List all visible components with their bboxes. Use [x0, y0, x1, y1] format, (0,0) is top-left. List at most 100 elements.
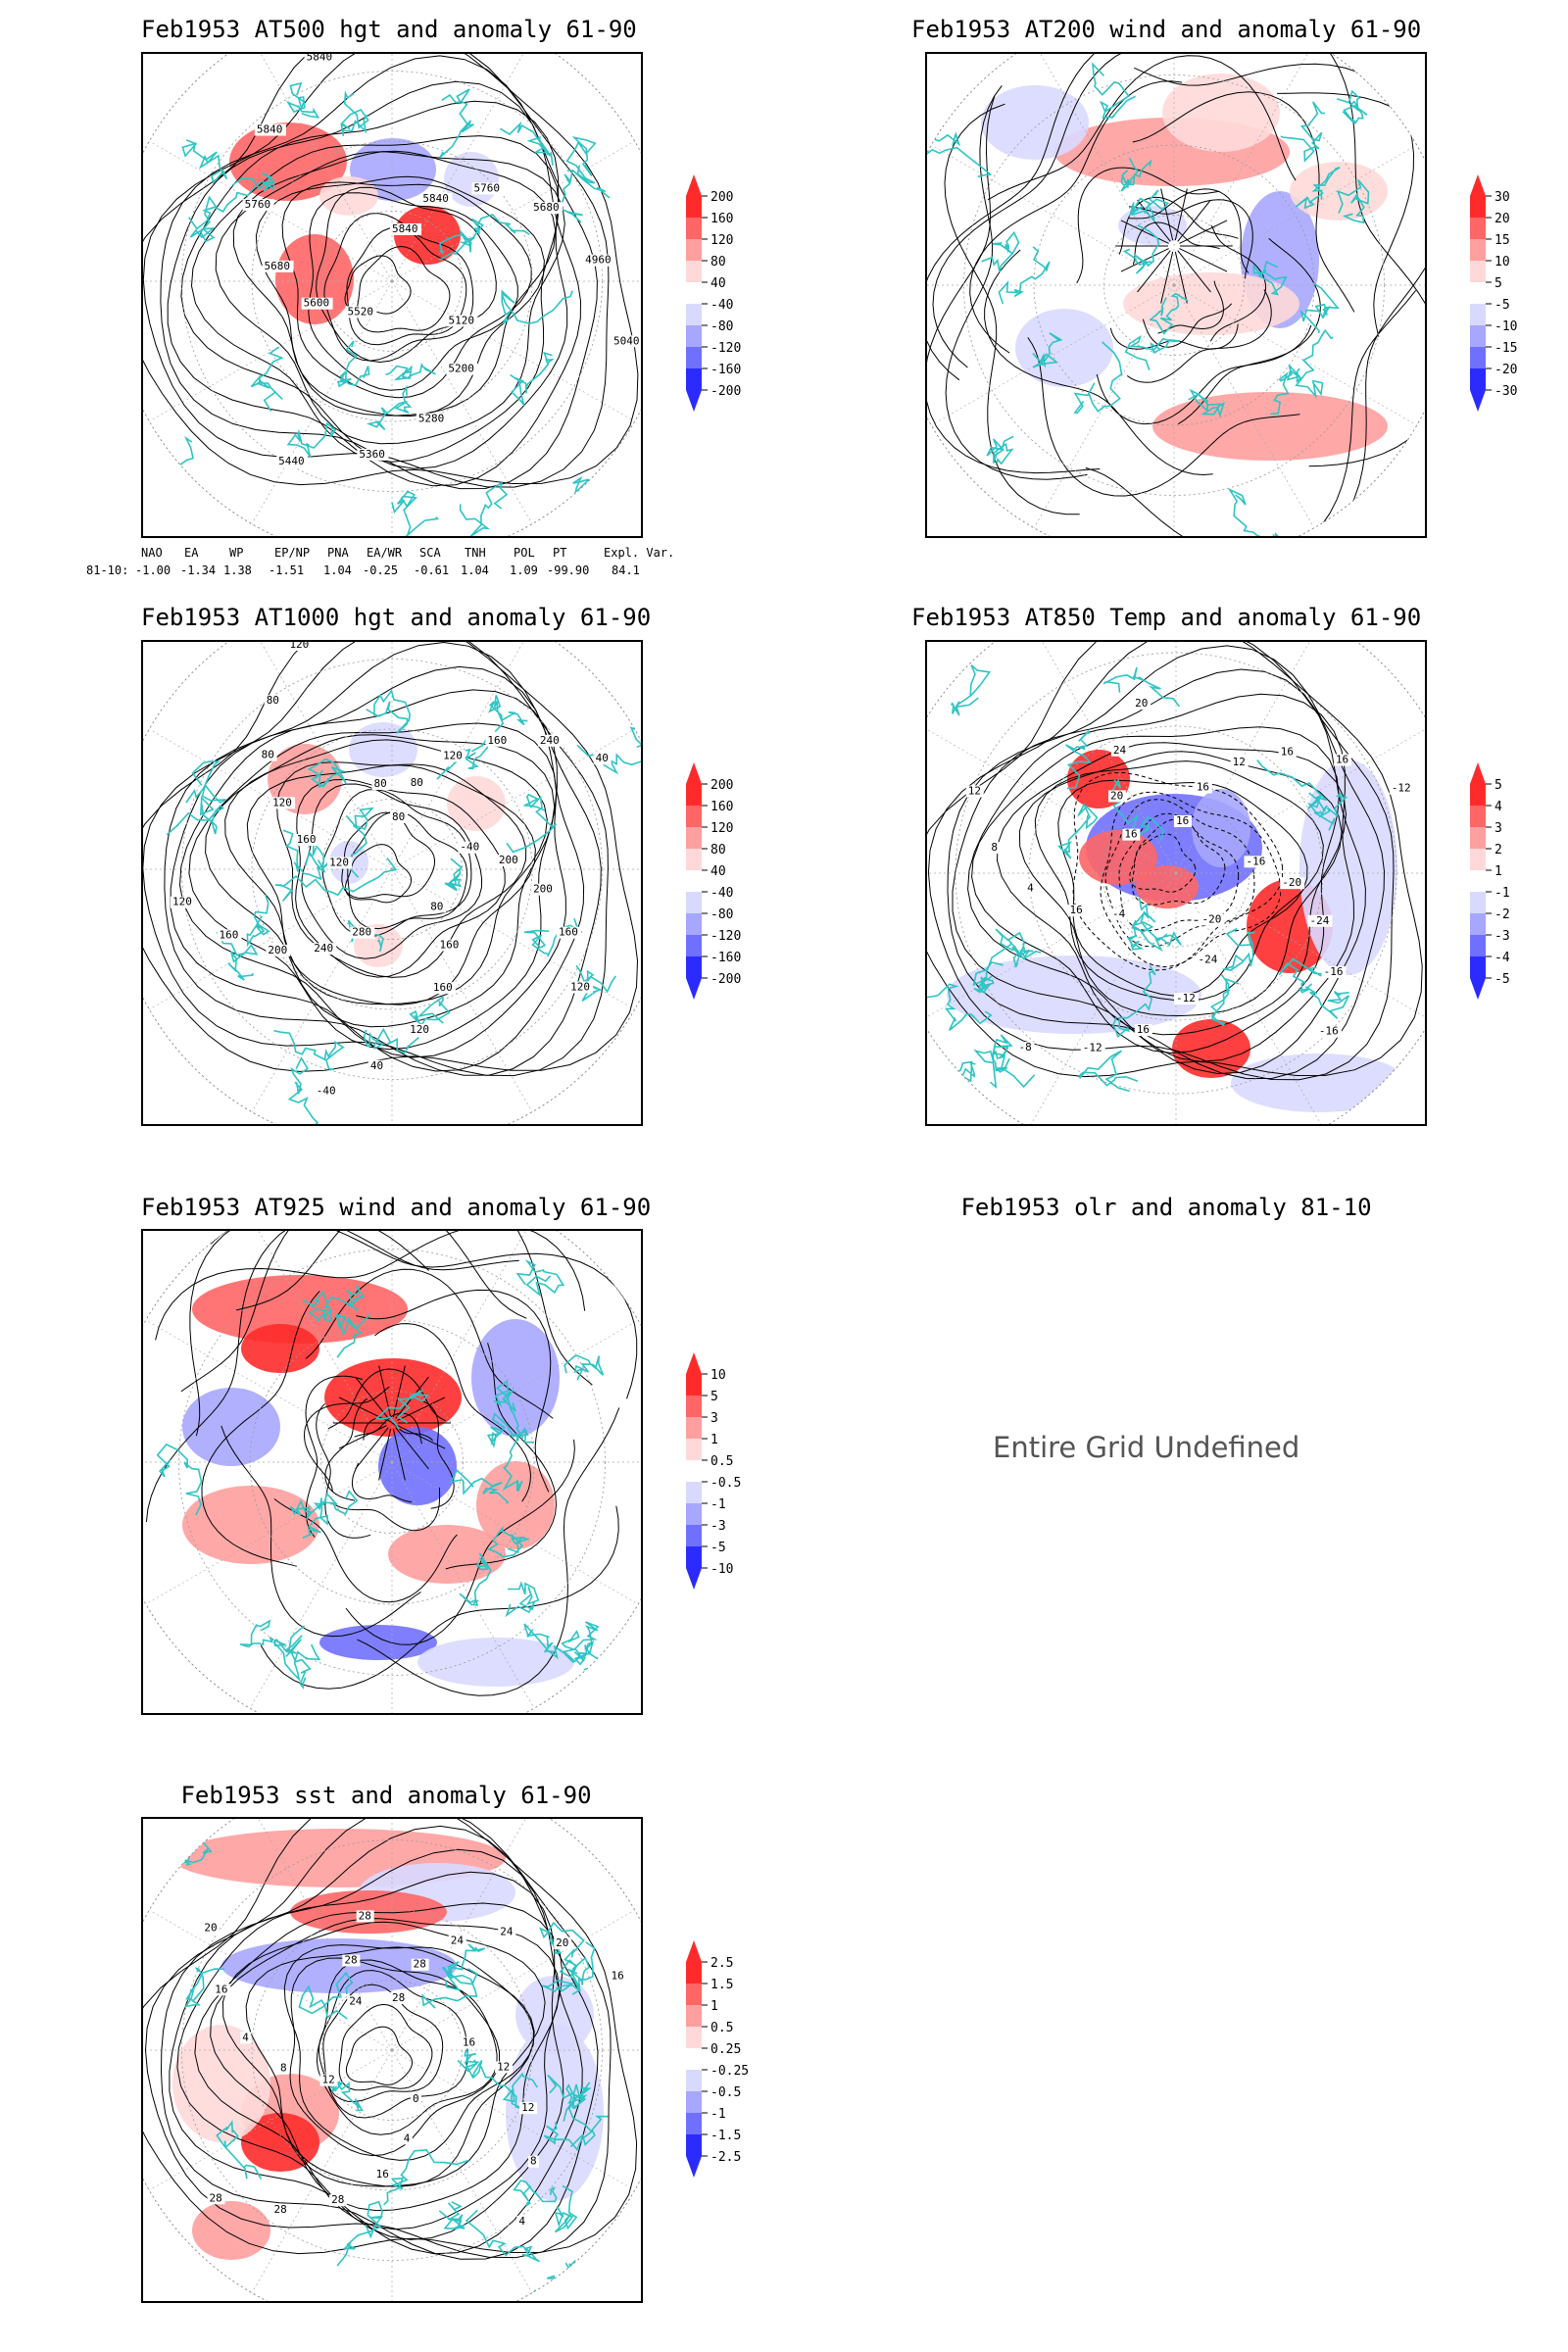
colorbar-tick-label: 5 — [1494, 276, 1502, 291]
index-row-label: 81-10: — [86, 564, 128, 577]
coastline — [554, 2184, 578, 2233]
coastline — [188, 195, 218, 243]
contour-label-bg — [495, 2061, 514, 2074]
latitude-circle — [181, 71, 603, 492]
contour-label: 120 — [410, 1023, 429, 1036]
streamline — [395, 1427, 429, 1470]
streamline — [1128, 199, 1253, 279]
streamline — [1076, 167, 1220, 284]
contour-label: 5120 — [448, 314, 474, 326]
colorbar-cap-top — [686, 1940, 702, 1962]
contour-label: -12 — [1392, 782, 1411, 795]
coastline — [336, 2200, 384, 2267]
contour-line — [289, 1957, 500, 2157]
contour-label: -12 — [1176, 992, 1196, 1004]
contour-line — [167, 80, 582, 487]
contour-label-bg — [557, 926, 582, 939]
contour-label-bg — [390, 1992, 408, 2004]
colorbar-tick-label: 120 — [710, 233, 733, 248]
colorbar-swatch — [686, 892, 702, 913]
contour-label-bg — [410, 2092, 421, 2105]
anomaly-shading — [1136, 865, 1199, 908]
colorbar-swatch — [686, 282, 702, 304]
coastline — [183, 1967, 225, 2008]
colorbar-z1000: 200 160 120 80 40 -40 -80 -120 -160 -200 — [686, 762, 745, 1031]
colorbar-tick-label: -80 — [710, 907, 733, 922]
map-panel-u200 — [925, 52, 1427, 538]
colorbar-swatch — [686, 784, 702, 806]
colorbar-swatch — [1470, 956, 1486, 978]
colorbar-swatch — [686, 2070, 702, 2091]
streamline — [397, 1425, 446, 1449]
contour-line — [143, 642, 639, 1072]
contour-label: 12 — [968, 785, 981, 798]
contour-line — [143, 1819, 638, 2255]
coastline — [439, 88, 474, 159]
contour-label-bg — [304, 54, 336, 64]
streamline — [235, 1231, 593, 1386]
coastline — [1122, 224, 1160, 274]
contour-line — [180, 100, 568, 469]
colorbar-tick-label: 2 — [1494, 843, 1502, 858]
contour-label: 4 — [518, 2215, 525, 2228]
contour-label-bg — [448, 1935, 466, 1947]
streamline — [355, 1427, 389, 1470]
coastline — [995, 928, 1042, 960]
contour-label-bg — [1174, 993, 1199, 1004]
coastline — [1295, 328, 1334, 399]
contour-label-bg — [583, 254, 615, 267]
contour-label-bg — [519, 2102, 538, 2115]
colorbar-t850: 5 4 3 2 1 -1 -2 -3 -4 -5 — [1470, 762, 1529, 1031]
colorbar-tick-label: 2.5 — [710, 1956, 733, 1971]
contour-line — [338, 2003, 433, 2091]
contour-label: 16 — [215, 1983, 227, 1995]
contour-label: 24 — [1113, 744, 1127, 757]
contour-label-bg — [568, 981, 594, 994]
contour-label-bg — [441, 750, 466, 762]
map-z500: 5840 5840 5760 5680 4960 5040 5120 5200 5280 5360… — [143, 54, 641, 536]
coastline — [1295, 167, 1341, 210]
coastline — [447, 1943, 486, 1985]
coastline — [273, 1635, 321, 1683]
contour-label: 12 — [1233, 756, 1246, 768]
streamline — [1096, 324, 1312, 425]
streamline — [932, 54, 1187, 368]
contour-label: 160 — [487, 734, 507, 747]
contour-label: -8 — [1019, 1041, 1032, 1054]
contour-label-bg — [390, 811, 408, 823]
streamline — [944, 103, 1080, 515]
coastline — [501, 289, 573, 324]
coastline — [981, 230, 1020, 272]
streamline — [1132, 91, 1355, 313]
contour-label: -24 — [1198, 953, 1217, 965]
coastline — [1336, 179, 1370, 224]
contour-label-bg — [1307, 914, 1333, 927]
contour-label: 80 — [262, 749, 274, 761]
contour-label-bg — [266, 944, 291, 956]
colorbar-swatch — [686, 368, 702, 390]
colorbar-swatch — [686, 956, 702, 978]
anomaly-shading — [388, 1525, 506, 1584]
contour-label: 80 — [411, 776, 423, 789]
coastline — [492, 1380, 524, 1440]
coastline — [459, 481, 509, 536]
streamline — [1160, 188, 1174, 241]
coastline — [487, 1526, 531, 1558]
colorbar-swatch — [686, 1396, 702, 1417]
colorbar-tick-label: 1 — [710, 1433, 718, 1447]
contour-label: 28 — [210, 2191, 222, 2204]
coastline — [285, 1625, 312, 1690]
colorbar-tick-label: -5 — [1494, 972, 1510, 987]
contour-label-bg — [314, 1085, 339, 1098]
contour-label-bg — [531, 202, 564, 215]
streamline — [378, 1365, 392, 1418]
coastline — [991, 1046, 1036, 1089]
streamline — [1177, 199, 1211, 242]
coastline — [1127, 897, 1154, 951]
contour-label: 16 — [611, 1969, 623, 1982]
colorbar-tick-label: 0.5 — [710, 2021, 733, 2035]
coastline — [326, 2078, 364, 2112]
contour-label: 5440 — [278, 455, 305, 467]
colorbar-tick-label: 1 — [710, 1999, 718, 2014]
streamline — [357, 1407, 620, 1696]
